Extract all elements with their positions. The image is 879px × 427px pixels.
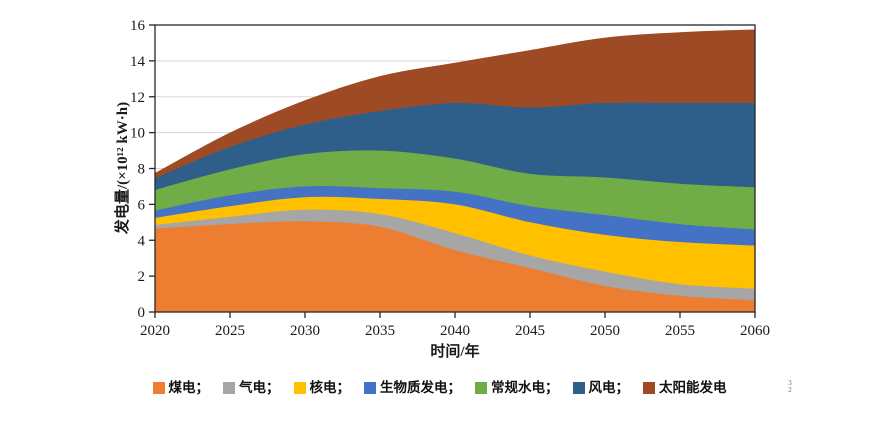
watermark-artifact-line2: 2: [788, 386, 792, 394]
y-axis-tick-labels: 0 2 4 6 8 10 12 14 16: [130, 18, 146, 321]
legend-swatch-nuclear: [293, 381, 306, 394]
legend-label-nuclear: 核电；: [309, 380, 351, 395]
x-axis-tick-labels: 2020 2025 2030 2035 2040 2045 2050 2055 2060: [140, 323, 770, 339]
x-tick-label: 2040: [440, 323, 470, 339]
x-tick-label: 2045: [515, 323, 545, 339]
y-tick-label: 10: [130, 126, 145, 142]
legend-item-wind: 风电；: [572, 380, 630, 395]
y-tick-label: 16: [130, 18, 146, 34]
legend-swatch-coal: [152, 381, 165, 394]
legend-item-nuclear: 核电；: [293, 380, 351, 395]
legend-label-hydro: 常规水电；: [491, 380, 559, 395]
chart-legend: 煤电； 气电； 核电； 生物质发电； 常规水电； 风电； 太阳能发电: [0, 381, 879, 395]
x-tick-label: 2050: [590, 323, 620, 339]
area-coal: [155, 221, 755, 312]
legend-label-coal: 煤电；: [168, 380, 210, 395]
x-tick-label: 2030: [290, 323, 320, 339]
legend-swatch-gas: [223, 381, 235, 394]
x-axis-title: 时间/年: [430, 342, 479, 360]
watermark-artifact: 3 2: [785, 380, 795, 394]
legend-label-solar: 太阳能发电: [659, 380, 727, 395]
legend-swatch-hydro: [475, 381, 487, 394]
legend-label-wind: 风电；: [588, 380, 630, 395]
legend-label-gas: 气电；: [239, 380, 280, 395]
watermark-artifact-line1: 3: [788, 379, 792, 387]
x-tick-label: 2025: [215, 323, 245, 339]
legend-item-solar: 太阳能发电: [643, 381, 727, 395]
x-tick-label: 2020: [140, 323, 170, 339]
y-tick-label: 8: [138, 162, 146, 178]
legend-swatch-biomass: [364, 381, 376, 394]
legend-item-gas: 气电；: [223, 381, 280, 395]
y-tick-label: 0: [138, 305, 146, 321]
y-tick-label: 4: [138, 233, 146, 249]
legend-item-coal: 煤电；: [152, 380, 210, 395]
legend-item-hydro: 常规水电；: [475, 381, 559, 395]
y-tick-label: 6: [138, 197, 146, 213]
legend-item-biomass: 生物质发电；: [364, 381, 461, 395]
y-tick-label: 12: [130, 90, 145, 106]
y-tick-label: 14: [130, 54, 146, 70]
legend-swatch-wind: [572, 381, 585, 394]
area-series: [155, 29, 755, 312]
y-tick-label: 2: [138, 269, 146, 285]
x-tick-label: 2060: [740, 323, 770, 339]
x-tick-label: 2055: [665, 323, 695, 339]
axis-ticks: [149, 24, 756, 318]
x-tick-label: 2035: [365, 323, 395, 339]
legend-label-biomass: 生物质发电；: [380, 380, 461, 395]
legend-swatch-solar: [643, 381, 655, 394]
y-axis-title: 发电量/(×10¹² kW·h): [113, 102, 131, 235]
